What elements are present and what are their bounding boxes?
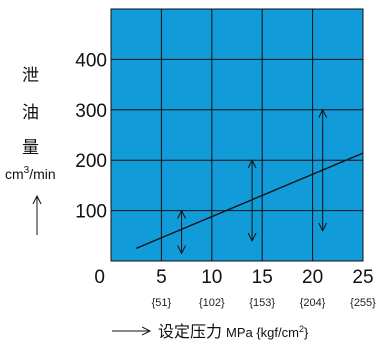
x-tick-label: 0 [94,267,105,288]
x-tick-label: 10 [201,267,222,288]
plot-area [110,8,364,262]
x-subtick-labels: {51} {102} {153} {204} {255} [152,297,377,309]
x-subtick-label: {51} [152,297,172,309]
x-label-unit: MPa {kgf/cm2} [226,324,309,340]
x-subtick-label: {153} [249,297,275,309]
x-tick-label: 15 [252,267,273,288]
x-subtick-label: {102} [199,297,225,309]
y-tick-label: 300 [75,101,107,122]
y-label-char-3: 量 [22,138,39,158]
y-tick-label: 200 [75,151,107,172]
x-subtick-label: {255} [350,297,376,309]
y-tick-labels: 100 200 300 400 [75,50,107,222]
x-tick-labels: 0 5 10 15 20 25 [94,267,373,288]
x-subtick-label: {204} [300,297,326,309]
series-line [135,152,364,250]
y-tick-label: 400 [75,50,107,71]
y-label-unit: cm3/min [5,165,56,182]
y-label-char-1: 泄 [22,66,39,86]
x-label-text: 设定压力 [158,322,222,341]
x-tick-label: 5 [156,267,167,288]
y-tick-label: 100 [75,202,107,223]
y-axis-label: 泄 油 量 cm3/min [5,66,56,235]
y-label-char-2: 油 [22,103,39,123]
x-tick-label: 25 [352,267,373,288]
grid-lines [111,9,363,261]
x-axis-label: 设定压力 MPa {kgf/cm2} [112,322,309,341]
x-tick-label: 20 [302,267,323,288]
